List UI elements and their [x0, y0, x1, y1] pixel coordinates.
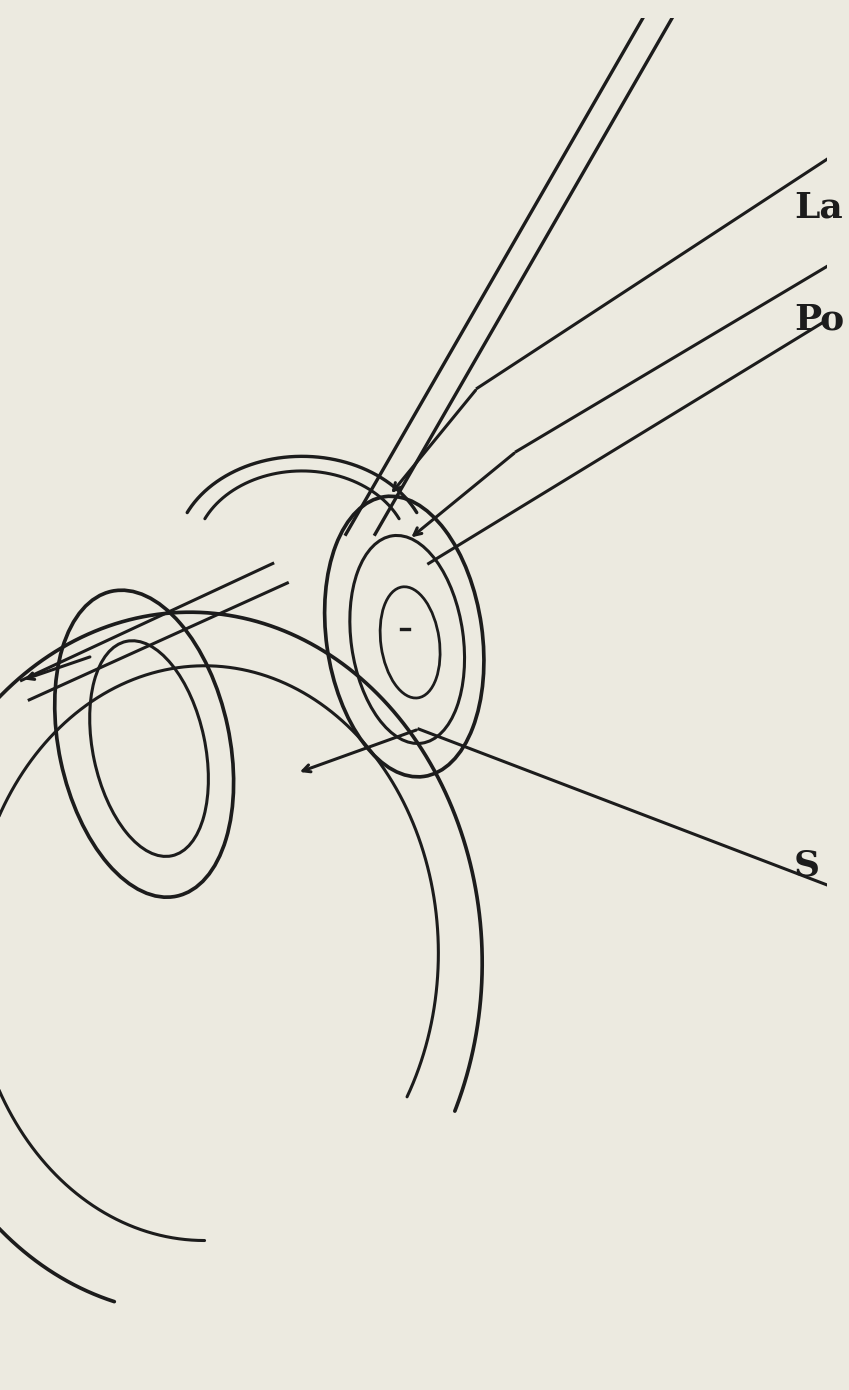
Text: S: S — [794, 848, 820, 883]
Text: Po: Po — [794, 303, 844, 336]
Text: La: La — [794, 190, 843, 225]
